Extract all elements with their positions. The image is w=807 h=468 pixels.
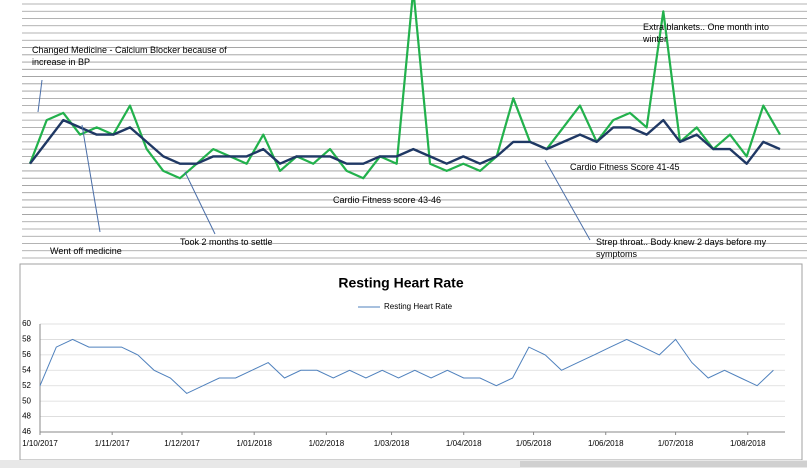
x-tick-label: 1/01/2018 (236, 439, 272, 448)
y-tick-label: 64 (8, 74, 15, 80)
y-tick-label: 42 (8, 234, 15, 240)
y-tick-label: 41 (8, 241, 15, 247)
y-tick-label: 72 (8, 16, 15, 22)
y-tick-label: 67 (8, 52, 15, 58)
y-tick-label: 65 (8, 67, 15, 73)
annotation: Strep throat.. Body knew 2 days before m… (596, 237, 767, 259)
chart-frame (19, 263, 803, 461)
scrollbar (0, 460, 807, 468)
y-tick-label: 49 (8, 183, 15, 189)
y-tick-label: 48 (22, 412, 31, 421)
annotation: Took 2 months to settle (180, 237, 273, 247)
y-tick-label: 44 (8, 219, 15, 225)
x-tick-label: 1/05/2018 (516, 439, 552, 448)
y-tick-label: 55 (8, 139, 15, 145)
y-tick-label: 56 (22, 350, 31, 359)
y-tick-label: 58 (8, 118, 15, 124)
y-tick-label: 57 (8, 125, 15, 131)
y-tick-label: 61 (8, 96, 15, 102)
leader-line (184, 171, 216, 235)
y-tick-label: 45 (8, 212, 15, 218)
y-tick-label: 63 (8, 81, 15, 87)
annotation: Went off medicine (50, 246, 122, 256)
x-tick-label: 1/10/2017 (22, 439, 58, 448)
y-tick-label: 51 (8, 168, 15, 174)
chart-title: Resting Heart Rate (338, 275, 463, 291)
y-tick-label: 50 (22, 396, 31, 405)
y-tick-label: 46 (8, 205, 15, 211)
y-tick-label: 66 (8, 60, 15, 66)
y-tick-label: 43 (8, 227, 15, 233)
y-tick-label: 52 (8, 161, 15, 167)
y-tick-label: 52 (22, 381, 31, 390)
y-tick-label: 54 (8, 147, 15, 153)
leader-line (37, 79, 43, 113)
y-tick-label: 56 (8, 132, 15, 138)
y-tick-label: 74 (8, 2, 15, 8)
series-line (29, 118, 781, 165)
y-tick-label: 48 (8, 190, 15, 196)
x-tick-label: 1/12/2017 (164, 439, 200, 448)
x-tick-label: 1/11/2017 (95, 439, 131, 448)
y-tick-label: 40 (8, 248, 15, 254)
bottom-chart: Resting Heart Rate Resting Heart Rate 46 48… (22, 275, 785, 448)
x-tick-label: 1/03/2018 (374, 439, 410, 448)
y-tick-label: 47 (8, 198, 15, 204)
y-tick-label: 71 (8, 23, 15, 29)
y-tick-label: 59 (8, 110, 15, 116)
y-tick-label: 62 (8, 89, 15, 95)
y-tick-label: 60 (22, 319, 31, 328)
scrollbar-track (520, 461, 807, 467)
x-tick-label: 1/08/2018 (730, 439, 766, 448)
y-tick-label: 69 (8, 38, 15, 44)
x-tick-label: 1/06/2018 (588, 439, 624, 448)
leader-line (81, 124, 101, 233)
series-line (39, 338, 774, 394)
annotation: Changed Medicine - Calcium Blocker becau… (32, 45, 227, 67)
y-tick-label: 58 (22, 335, 31, 344)
y-tick-label: 73 (8, 9, 15, 15)
y-tick-label: 46 (22, 427, 31, 436)
y-tick-label: 39 (8, 256, 15, 262)
leader-line (544, 159, 591, 241)
x-tick-label: 1/04/2018 (446, 439, 482, 448)
y-tick-label: 60 (8, 103, 15, 109)
y-tick-label: 50 (8, 176, 15, 182)
y-tick-label: 54 (22, 365, 31, 374)
y-tick-label: 68 (8, 45, 15, 51)
x-tick-label: 1/02/2018 (309, 439, 345, 448)
annotation: Cardio Fitness Score 41-45 (570, 162, 680, 172)
leader-lines (37, 79, 591, 241)
series-line (28, 0, 781, 180)
y-tick-label: 70 (8, 31, 15, 37)
annotation: Extra blankets.. One month into winter (643, 22, 770, 44)
legend-label: Resting Heart Rate (384, 302, 453, 311)
x-tick-label: 1/07/2018 (658, 439, 694, 448)
y-tick-label: 53 (8, 154, 15, 160)
annotation: Cardio Fitness score 43-46 (333, 195, 442, 205)
